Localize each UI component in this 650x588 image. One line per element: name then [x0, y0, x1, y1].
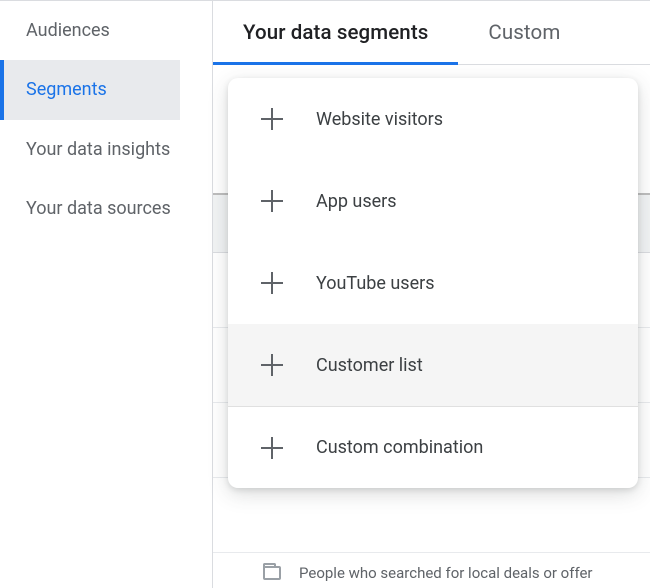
folder-icon	[263, 566, 281, 580]
peek-text: People who searched for local deals or o…	[299, 564, 593, 582]
tab-your-data-segments[interactable]: Your data segments	[213, 1, 458, 64]
menu-item-customer-list[interactable]: Customer list	[228, 324, 638, 406]
table-row	[213, 478, 650, 553]
sidebar-item-data-insights[interactable]: Your data insights	[0, 120, 180, 179]
tab-custom[interactable]: Custom	[458, 1, 590, 64]
sidebar-item-label: Segments	[26, 79, 107, 100]
sidebar-item-data-sources[interactable]: Your data sources	[0, 179, 180, 238]
create-segment-menu: Website visitors App users YouTube users…	[228, 78, 638, 488]
menu-item-label: Website visitors	[316, 109, 443, 130]
plus-icon	[260, 107, 284, 131]
menu-item-website-visitors[interactable]: Website visitors	[228, 78, 638, 160]
tab-bar: Your data segments Custom	[213, 1, 650, 65]
tab-label: Custom	[488, 21, 560, 45]
table-row-peek: People who searched for local deals or o…	[263, 564, 593, 582]
sidebar: Audiences Segments Your data insights Yo…	[0, 0, 213, 588]
tab-label: Your data segments	[243, 21, 428, 45]
plus-icon	[260, 189, 284, 213]
sidebar-item-label: Audiences	[26, 20, 110, 41]
menu-item-youtube-users[interactable]: YouTube users	[228, 242, 638, 324]
app-root: Audiences Segments Your data insights Yo…	[0, 0, 650, 588]
sidebar-item-audiences[interactable]: Audiences	[0, 1, 180, 60]
plus-icon	[260, 436, 284, 460]
sidebar-item-label: Your data insights	[26, 139, 170, 160]
menu-item-label: YouTube users	[316, 273, 435, 294]
plus-icon	[260, 353, 284, 377]
sidebar-item-label: Your data sources	[26, 198, 171, 219]
plus-icon	[260, 271, 284, 295]
menu-item-custom-combination[interactable]: Custom combination	[228, 406, 638, 488]
sidebar-item-segments[interactable]: Segments	[0, 60, 180, 119]
menu-item-label: Custom combination	[316, 437, 483, 458]
menu-item-app-users[interactable]: App users	[228, 160, 638, 242]
menu-item-label: Customer list	[316, 355, 423, 376]
menu-item-label: App users	[316, 191, 397, 212]
